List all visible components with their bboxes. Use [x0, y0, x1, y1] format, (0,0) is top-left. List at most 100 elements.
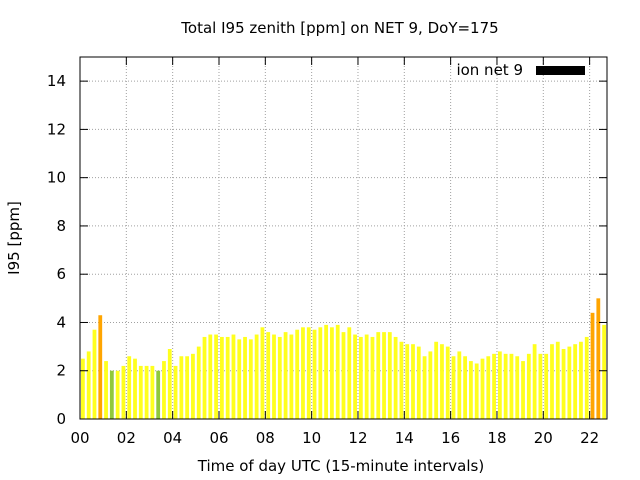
bar [312, 329, 317, 419]
bar [214, 334, 218, 419]
bar [266, 332, 271, 419]
bar [81, 358, 85, 419]
bar [492, 353, 496, 419]
bar [405, 344, 410, 419]
y-tick-label: 2 [56, 362, 66, 380]
bar [306, 327, 311, 419]
bar [98, 315, 103, 419]
x-tick-label: 06 [209, 429, 228, 447]
bar [324, 324, 329, 419]
bar [318, 327, 323, 419]
bar [364, 334, 369, 419]
bar [127, 356, 132, 419]
bar [370, 336, 375, 419]
bar [248, 339, 253, 419]
bar [225, 336, 230, 419]
bar [353, 334, 357, 419]
bar [191, 353, 195, 419]
bar [173, 365, 178, 419]
bar [162, 361, 166, 419]
bar [497, 351, 502, 419]
bar [393, 336, 398, 419]
bar [208, 334, 213, 419]
bar [434, 341, 439, 419]
bar [387, 332, 392, 419]
bar [451, 356, 456, 419]
bar [469, 361, 473, 419]
bar [480, 358, 485, 419]
legend-swatch [536, 66, 585, 75]
legend: ion net 9 [456, 61, 585, 79]
y-tick-label: 6 [56, 265, 66, 283]
bar [231, 334, 236, 419]
bar [457, 351, 462, 419]
bar [503, 353, 508, 419]
bar [121, 365, 126, 419]
chart-title: Total I95 zenith [ppm] on NET 9, DoY=175 [180, 19, 498, 37]
bar [596, 298, 601, 419]
bar [538, 353, 543, 419]
bar [486, 356, 491, 419]
bar [399, 341, 404, 419]
bar [272, 334, 276, 419]
bar [237, 339, 242, 419]
bar [526, 353, 531, 419]
bar [544, 353, 549, 419]
bar [109, 370, 114, 419]
bar [341, 332, 346, 419]
y-axis-label: I95 [ppm] [5, 201, 23, 275]
bar [301, 327, 305, 419]
bar [561, 349, 566, 419]
bar [555, 341, 560, 419]
x-tick-label: 14 [395, 429, 414, 447]
bar [584, 336, 589, 419]
bar [254, 334, 259, 419]
x-tick-label: 16 [441, 429, 460, 447]
x-tick-label: 00 [70, 429, 89, 447]
bar [277, 336, 282, 419]
x-tick-label: 04 [163, 429, 182, 447]
bar [474, 363, 479, 419]
x-axis-ticks: 00 02 04 06 08 10 12 14 16 18 20 22 [70, 57, 599, 447]
x-tick-label: 10 [302, 429, 321, 447]
y-tick-label: 12 [47, 120, 66, 138]
bar [416, 346, 421, 419]
bar [260, 327, 265, 419]
bar [567, 346, 572, 419]
bar [144, 365, 149, 419]
y-tick-label: 14 [47, 72, 66, 90]
y-tick-label: 4 [56, 313, 66, 331]
bar [358, 336, 363, 419]
bar [283, 332, 288, 419]
bar [445, 346, 450, 419]
bar [243, 336, 247, 419]
y-axis-ticks: 0 2 4 6 8 10 12 14 [47, 72, 607, 428]
bar [579, 341, 583, 419]
x-tick-label: 22 [580, 429, 599, 447]
bar [179, 356, 184, 419]
legend-label: ion net 9 [456, 61, 523, 79]
x-tick-label: 20 [534, 429, 553, 447]
y-tick-label: 8 [56, 217, 66, 235]
bar [185, 356, 190, 419]
bar [590, 312, 595, 419]
bar [411, 344, 415, 419]
bar [521, 361, 525, 419]
bar [428, 351, 433, 419]
bar [138, 365, 143, 419]
bar [376, 332, 381, 419]
bar [330, 327, 334, 419]
bar [440, 344, 444, 419]
bar [602, 324, 606, 419]
bar [150, 365, 155, 419]
bar [92, 329, 97, 419]
bar [133, 358, 137, 419]
y-tick-label: 0 [56, 410, 66, 428]
bar [532, 344, 537, 419]
x-tick-label: 18 [487, 429, 506, 447]
bar [219, 336, 224, 419]
bar [573, 344, 578, 419]
bar [202, 336, 207, 419]
bar [295, 329, 300, 419]
